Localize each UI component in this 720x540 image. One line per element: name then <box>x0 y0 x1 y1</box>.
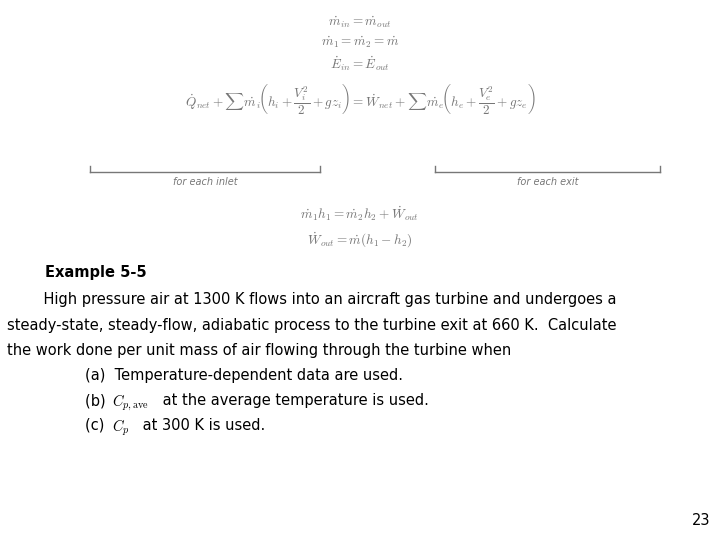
Text: (b): (b) <box>85 393 115 408</box>
Text: for each exit: for each exit <box>517 177 578 187</box>
Text: $C_{p,\mathrm{ave}}$: $C_{p,\mathrm{ave}}$ <box>112 393 149 413</box>
Text: $\dot{E}_{in} = \dot{E}_{out}$: $\dot{E}_{in} = \dot{E}_{out}$ <box>330 55 390 73</box>
Text: 23: 23 <box>691 513 710 528</box>
Text: for each inlet: for each inlet <box>173 177 238 187</box>
Text: High pressure air at 1300 K flows into an aircraft gas turbine and undergoes a: High pressure air at 1300 K flows into a… <box>25 292 616 307</box>
Text: the work done per unit mass of air flowing through the turbine when: the work done per unit mass of air flowi… <box>7 343 511 358</box>
Text: $\dot{m}_{in} = \dot{m}_{out}$: $\dot{m}_{in} = \dot{m}_{out}$ <box>328 15 392 30</box>
Text: $\dot{Q}_{net} + \sum \dot{m}_i\!\left(h_i + \dfrac{V_i^2}{2} + gz_i\right) = \d: $\dot{Q}_{net} + \sum \dot{m}_i\!\left(h… <box>185 82 535 116</box>
Text: at 300 K is used.: at 300 K is used. <box>138 418 265 433</box>
Text: (c): (c) <box>85 418 114 433</box>
Text: $C_p$: $C_p$ <box>112 418 130 438</box>
Text: $\dot{W}_{out} = \dot{m}(h_1 - h_2)$: $\dot{W}_{out} = \dot{m}(h_1 - h_2)$ <box>307 230 413 249</box>
Text: $\dot{m}_1 = \dot{m}_2 = \dot{m}$: $\dot{m}_1 = \dot{m}_2 = \dot{m}$ <box>321 35 399 50</box>
Text: (a)  Temperature-dependent data are used.: (a) Temperature-dependent data are used. <box>85 368 403 383</box>
Text: steady-state, steady-flow, adiabatic process to the turbine exit at 660 K.  Calc: steady-state, steady-flow, adiabatic pro… <box>7 318 616 333</box>
Text: at the average temperature is used.: at the average temperature is used. <box>158 393 429 408</box>
Text: $\dot{m}_1 h_1 = \dot{m}_2 h_2 + \dot{W}_{out}$: $\dot{m}_1 h_1 = \dot{m}_2 h_2 + \dot{W}… <box>300 205 420 224</box>
Text: Example 5-5: Example 5-5 <box>45 265 147 280</box>
